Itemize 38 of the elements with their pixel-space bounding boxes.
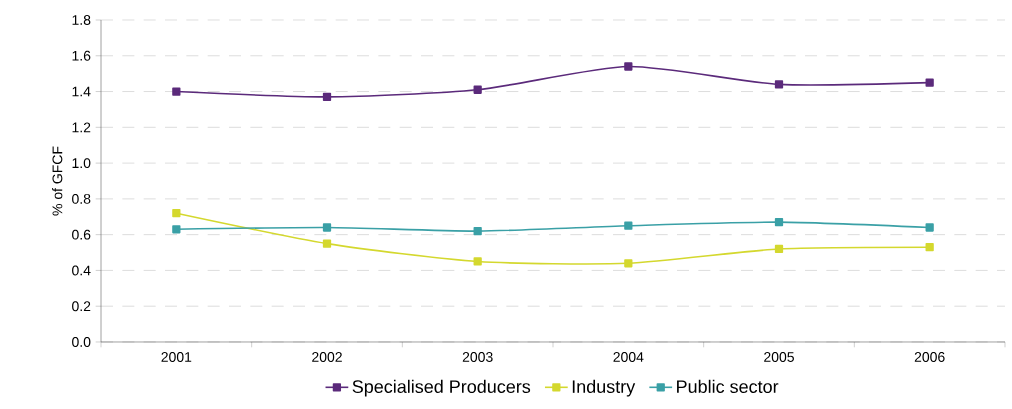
y-tick-label: 0.8 [72, 193, 91, 204]
point [172, 209, 181, 218]
y-tick-label: 0.6 [72, 229, 91, 240]
y-tick-label: 0.2 [72, 301, 91, 312]
y-tick-label: 1.0 [72, 158, 91, 169]
x-tick-label: 2003 [462, 352, 493, 362]
legend-label: Public sector [677, 379, 779, 393]
point [774, 80, 784, 89]
point [473, 257, 482, 266]
point [774, 244, 784, 254]
y-tick-label: 1.4 [72, 86, 91, 97]
point [624, 259, 633, 268]
point [624, 62, 633, 71]
point [322, 239, 332, 248]
point [925, 243, 934, 252]
x-tick-label: 2004 [613, 352, 644, 362]
x-tick-label: 2005 [764, 352, 794, 362]
y-tick-label: 1.2 [72, 122, 91, 133]
point [172, 225, 181, 234]
point [925, 223, 934, 232]
legend-label: Specialised Producers [352, 379, 531, 397]
point [624, 221, 633, 230]
y-tick-label: 0.0 [72, 337, 91, 347]
point [473, 226, 482, 236]
point [172, 87, 181, 96]
point [322, 223, 332, 232]
point [774, 218, 784, 227]
y-axis-title: % of GFCF [52, 146, 63, 216]
y-tick-label: 1.6 [72, 50, 91, 61]
legend-label: Industry [572, 379, 636, 397]
point [925, 78, 934, 87]
x-tick-label: 2006 [914, 352, 945, 362]
y-tick-label: 1.8 [72, 15, 91, 25]
x-tick-label: 2001 [161, 352, 192, 362]
x-tick-label: 2002 [312, 352, 342, 362]
point [473, 85, 482, 94]
point [322, 92, 332, 102]
y-tick-label: 0.4 [72, 265, 91, 276]
